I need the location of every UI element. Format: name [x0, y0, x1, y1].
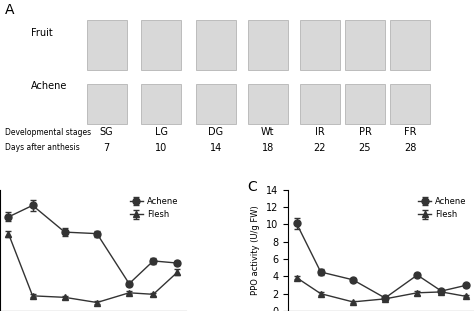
Text: 10: 10 [155, 143, 167, 153]
Y-axis label: PPO activity (U/g FW): PPO activity (U/g FW) [252, 206, 261, 295]
Text: 22: 22 [314, 143, 326, 153]
Text: 18: 18 [262, 143, 274, 153]
Text: 28: 28 [404, 143, 416, 153]
Text: Fruit: Fruit [31, 28, 53, 38]
Text: Days after anthesis: Days after anthesis [5, 143, 80, 152]
Legend: Achene, Flesh: Achene, Flesh [127, 194, 182, 223]
Text: DG: DG [208, 127, 223, 137]
Text: IR: IR [315, 127, 325, 137]
Text: C: C [247, 180, 257, 194]
Text: FR: FR [404, 127, 416, 137]
Text: 25: 25 [359, 143, 371, 153]
Text: Wt: Wt [261, 127, 274, 137]
Legend: Achene, Flesh: Achene, Flesh [415, 194, 470, 223]
Text: Developmental stages: Developmental stages [5, 128, 91, 137]
Text: 7: 7 [103, 143, 110, 153]
Text: Achene: Achene [31, 81, 67, 91]
Text: SG: SG [100, 127, 113, 137]
Text: A: A [5, 3, 14, 17]
Text: LG: LG [155, 127, 168, 137]
Text: 14: 14 [210, 143, 222, 153]
Text: PR: PR [358, 127, 372, 137]
